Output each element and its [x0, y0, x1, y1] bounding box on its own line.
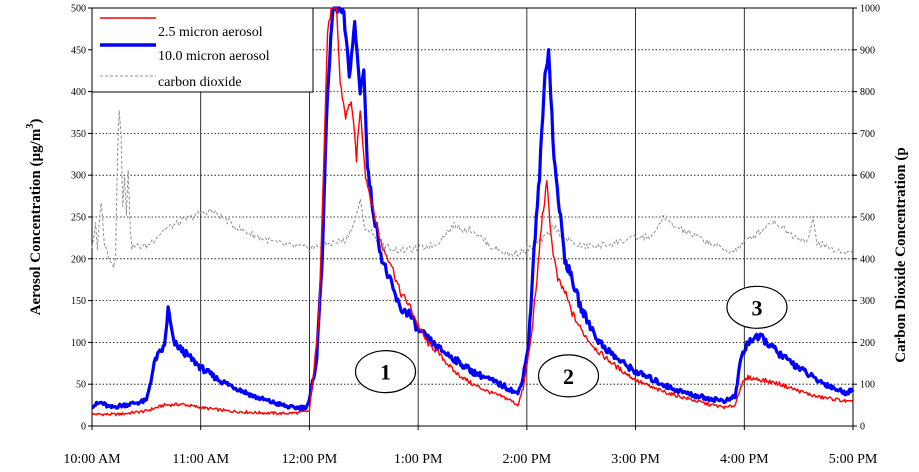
y-right-tick-label: 800 [860, 87, 875, 98]
y-right-tick-label: 600 [860, 171, 875, 182]
legend-label-pm10: 10.0 micron aerosol [158, 49, 270, 64]
y-right-tick-label: 100 [860, 380, 875, 391]
y-right-tick-label: 300 [860, 296, 875, 307]
series-line-co2 [91, 110, 854, 269]
series-line-pm10 [91, 6, 855, 412]
x-tick-label: 12:00 PM [282, 452, 338, 467]
x-tick-label: 1:00 PM [394, 452, 443, 467]
y-left-tick-label: 350 [71, 129, 86, 140]
left-axis-title: Aerosol Concentration (µg/m3) [25, 119, 44, 316]
y-right-tick-label: 500 [860, 213, 875, 224]
y-left-tick-label: 150 [71, 296, 86, 307]
legend-box [91, 7, 314, 93]
y-right-tick-label: 1000 [860, 4, 880, 15]
y-left-tick-label: 250 [71, 213, 86, 224]
annotation-label: 3 [751, 295, 762, 320]
annotation-circle [726, 285, 788, 329]
y-left-tick-label: 500 [71, 4, 86, 15]
y-left-tick-label: 450 [71, 45, 86, 56]
series-line-pm25 [91, 7, 854, 417]
left-axis-title-superscript: 3 [25, 124, 36, 129]
x-tick-label: 3:00 PM [611, 452, 660, 467]
x-tick-label: 2:00 PM [503, 452, 552, 467]
annotation-circle [537, 354, 600, 398]
annotation-label: 1 [380, 360, 391, 385]
right-axis-title: Carbon Dioxide Concentration (p [893, 147, 909, 362]
annotation-circle [354, 350, 417, 394]
y-right-tick-label: 200 [860, 338, 875, 349]
legend-label-pm25: 2.5 micron aerosol [158, 25, 263, 40]
x-axis-ticks: 10:00 AM 11:00 AM 12:00 PM 1:00 PM 2:00 PM 3:… [63, 426, 878, 467]
x-tick-label: 4:00 PM [720, 452, 769, 467]
y-left-tick-label: 300 [71, 171, 86, 182]
legend-label-co2: carbon dioxide [158, 75, 242, 90]
series-layer [91, 6, 855, 417]
y-left-tick-label: 100 [71, 338, 86, 349]
x-tick-label: 5:00 PM [829, 452, 878, 467]
y-left-tick-label: 400 [71, 87, 86, 98]
left-axis-title-tail: ) [28, 119, 44, 124]
right-axis-ticks: 0 100 200 300 400 500 600 700 800 900 1000 [853, 4, 880, 433]
y-right-tick-label: 900 [860, 45, 875, 56]
annotation-label: 2 [563, 364, 574, 389]
y-right-tick-label: 0 [860, 422, 865, 433]
y-right-tick-label: 700 [860, 129, 875, 140]
y-gridlines [92, 49, 853, 385]
legend: 2.5 micron aerosol 10.0 micron aerosol c… [91, 7, 314, 93]
y-left-tick-label: 200 [71, 254, 86, 265]
left-axis-ticks: 0 50 100 150 200 250 300 350 400 450 500 [71, 4, 92, 433]
x-tick-label: 11:00 AM [172, 452, 229, 467]
y-left-tick-label: 0 [81, 422, 86, 433]
x-tick-label: 10:00 AM [63, 452, 121, 467]
y-right-tick-label: 400 [860, 254, 875, 265]
y-left-tick-label: 50 [76, 380, 86, 391]
annotations: 1 2 3 [354, 285, 788, 398]
